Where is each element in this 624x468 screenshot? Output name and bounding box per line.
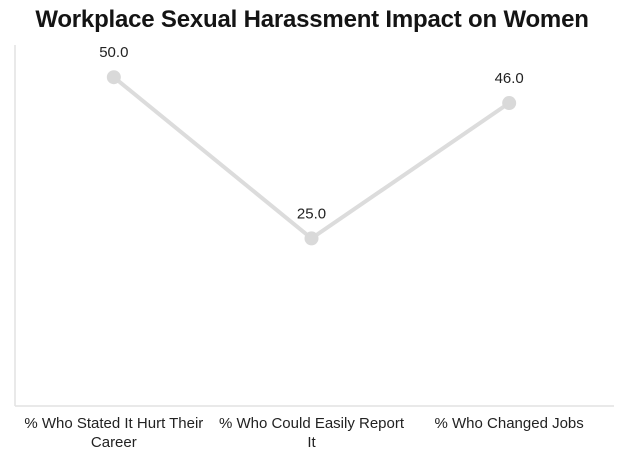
- x-tick-label: % Who Changed Jobs: [434, 415, 584, 432]
- value-label: 25.0: [297, 205, 326, 222]
- x-tick-label: % Who Stated It Hurt Their Career: [24, 415, 204, 451]
- data-point-marker: [106, 70, 121, 85]
- value-label: 50.0: [99, 44, 128, 61]
- data-point-marker: [502, 96, 517, 111]
- data-point-marker: [304, 231, 319, 246]
- chart-title: Workplace Sexual Harassment Impact on Wo…: [35, 6, 589, 33]
- value-label: 46.0: [495, 70, 524, 87]
- x-tick-label: % Who Could Easily Report It: [218, 415, 405, 451]
